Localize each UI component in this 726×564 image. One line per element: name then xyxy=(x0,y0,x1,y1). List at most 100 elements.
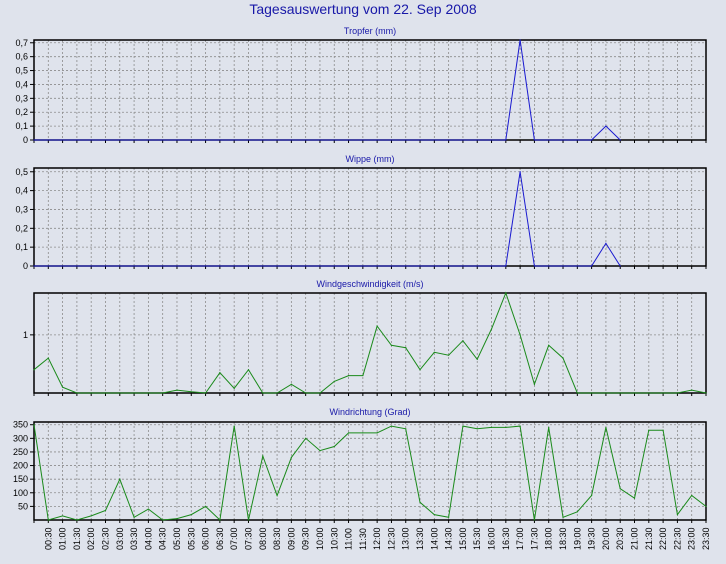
data-point xyxy=(548,344,550,346)
data-point xyxy=(591,265,593,267)
data-point xyxy=(33,265,35,267)
x-tick-label: 21:30 xyxy=(644,527,654,550)
y-tick-label: 0 xyxy=(23,261,28,271)
data-point xyxy=(662,392,664,394)
x-tick-label: 14:00 xyxy=(429,527,439,550)
data-point xyxy=(190,391,192,393)
data-point xyxy=(147,392,149,394)
x-tick-label: 23:30 xyxy=(701,527,711,550)
data-point xyxy=(319,449,321,452)
data-point xyxy=(448,354,450,356)
data-point xyxy=(305,392,307,394)
data-point xyxy=(519,334,521,336)
data-point xyxy=(376,432,378,434)
data-point xyxy=(162,519,164,521)
y-tick-label: 250 xyxy=(13,447,28,457)
x-tick-label: 17:00 xyxy=(515,527,525,550)
data-point xyxy=(319,392,321,394)
data-point xyxy=(462,340,464,342)
x-tick-label: 22:30 xyxy=(672,527,682,550)
x-tick-label: 22:00 xyxy=(658,527,668,550)
data-point xyxy=(104,509,107,512)
panel-title: Windgeschwindigkeit (m/s) xyxy=(316,279,423,289)
data-point xyxy=(390,425,393,427)
data-point xyxy=(33,139,35,141)
x-tick-label: 09:30 xyxy=(301,527,311,550)
x-tick-label: 13:30 xyxy=(415,527,425,550)
data-point xyxy=(276,392,278,394)
data-point xyxy=(419,501,421,503)
data-point xyxy=(405,428,407,430)
y-tick-label: 50 xyxy=(18,501,28,511)
data-point xyxy=(648,429,650,431)
data-point xyxy=(204,505,207,507)
data-point xyxy=(562,516,564,518)
data-point xyxy=(448,516,450,518)
data-point xyxy=(648,392,650,394)
data-point xyxy=(533,139,536,141)
y-tick-label: 350 xyxy=(13,420,28,430)
panel-title: Wippe (mm) xyxy=(346,154,395,164)
x-tick-label: 05:00 xyxy=(172,527,182,550)
data-point xyxy=(233,387,235,389)
series-line xyxy=(33,291,707,394)
data-point xyxy=(405,347,407,349)
data-point xyxy=(47,519,49,521)
page-title: Tagesauswertung vom 22. Sep 2008 xyxy=(249,1,477,17)
y-tick-label: 0,1 xyxy=(15,242,28,252)
data-point xyxy=(633,392,636,394)
data-point xyxy=(333,445,335,448)
data-point xyxy=(476,428,478,430)
data-point xyxy=(90,392,92,394)
x-tick-label: 02:00 xyxy=(86,527,96,550)
data-point xyxy=(61,515,64,517)
data-point xyxy=(519,425,521,427)
x-tick-label: 15:30 xyxy=(472,527,482,550)
x-tick-label: 06:30 xyxy=(215,527,225,550)
y-tick-label: 300 xyxy=(13,433,28,443)
data-point xyxy=(676,392,679,394)
data-point xyxy=(276,494,278,497)
x-tick-label: 06:00 xyxy=(201,527,211,550)
data-point xyxy=(519,39,521,41)
x-tick-label: 07:30 xyxy=(243,527,253,550)
data-point xyxy=(176,518,178,520)
x-tick-label: 00:30 xyxy=(43,527,53,550)
chart-panel-2: 0 0,1 0,2 0,3 0,4 0,5 Wippe (mm) xyxy=(15,154,707,271)
x-tick-label: 08:30 xyxy=(272,527,282,550)
data-point xyxy=(204,392,207,394)
x-axis-labels: 00:30 01:00 01:30 02:00 02:30 03:00 03:30 04:00… xyxy=(43,527,711,550)
data-point xyxy=(433,513,435,516)
data-point xyxy=(705,392,707,394)
x-tick-label: 20:00 xyxy=(601,527,611,550)
data-point xyxy=(247,519,250,521)
data-point xyxy=(347,374,350,377)
data-point xyxy=(691,389,693,391)
data-point xyxy=(676,513,679,516)
data-point xyxy=(76,392,78,394)
data-point xyxy=(705,505,707,507)
series-line xyxy=(33,424,707,522)
y-tick-label: 0,5 xyxy=(15,66,28,76)
data-point xyxy=(362,432,364,434)
data-point xyxy=(133,516,135,518)
y-tick-label: 200 xyxy=(13,461,28,471)
x-tick-label: 04:30 xyxy=(158,527,168,550)
x-tick-label: 18:30 xyxy=(558,527,568,550)
data-point xyxy=(61,386,64,388)
y-tick-label: 0,1 xyxy=(15,121,28,131)
x-tick-label: 05:30 xyxy=(186,527,196,550)
data-point xyxy=(619,265,621,267)
chart-panel-1: 0 0,1 0,2 0,3 0,4 0,5 0,6 0,7 Tropfer (mm) xyxy=(15,26,707,145)
x-tick-label: 01:30 xyxy=(72,527,82,550)
y-tick-label: 0 xyxy=(23,135,28,145)
data-point xyxy=(619,139,621,141)
x-tick-label: 02:30 xyxy=(100,527,110,550)
x-tick-label: 03:30 xyxy=(129,527,139,550)
data-point xyxy=(119,392,121,394)
data-point xyxy=(433,351,435,353)
panel-title: Windrichtung (Grad) xyxy=(329,407,410,417)
x-tick-label: 04:00 xyxy=(143,527,153,550)
x-tick-label: 23:00 xyxy=(687,527,697,550)
y-tick-label: 0,5 xyxy=(15,167,28,177)
